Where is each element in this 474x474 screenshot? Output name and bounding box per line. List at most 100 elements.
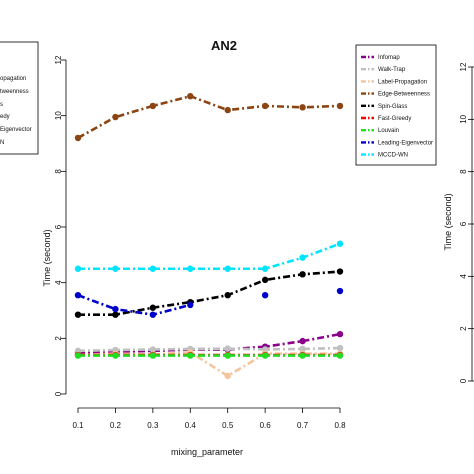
x-tick-label: 0.4	[185, 421, 197, 430]
data-point	[187, 265, 194, 272]
data-point	[261, 102, 269, 110]
series-line	[77, 346, 341, 353]
left-panel: opagation tweenness s edy Eigenvector N	[0, 41, 39, 155]
x-tick-label: 0.1	[72, 421, 84, 430]
right-y-tick-label: 8	[459, 169, 468, 174]
data-point	[336, 344, 344, 352]
y-tick-label: 2	[54, 336, 63, 341]
right-y-tick-label: 0	[459, 378, 468, 383]
series-edge-betweenness	[74, 92, 344, 142]
data-point	[187, 92, 194, 100]
left-legend-box	[0, 41, 39, 155]
series-mccd-wn	[74, 240, 344, 272]
left-legend-fragment: tweenness	[0, 89, 29, 95]
legend-label: MCCD-WN	[378, 153, 408, 159]
series-spin-glass	[74, 268, 344, 318]
series-leading-eigenvector	[74, 287, 344, 318]
y-tick-label: 10	[54, 111, 63, 120]
left-legend-fragment: N	[0, 140, 4, 146]
y-tick-label: 0	[54, 391, 63, 396]
data-point	[336, 352, 344, 359]
series-line	[77, 293, 191, 316]
data-point	[336, 240, 344, 247]
legend-entry: Infomap	[361, 55, 400, 61]
data-point	[112, 265, 119, 272]
left-legend-fragment: s	[0, 102, 3, 108]
data-point	[261, 265, 269, 272]
data-point	[224, 265, 231, 272]
legend-label: Edge-Betweenness	[378, 92, 430, 98]
data-point	[336, 330, 344, 338]
data-point	[112, 352, 119, 359]
data-point	[336, 102, 344, 110]
legend-label: Infomap	[378, 55, 400, 61]
x-axis-label: mixing_parameter	[171, 447, 243, 457]
legend-entry: Label-Propagation	[361, 79, 427, 85]
x-tick-label: 0.8	[334, 421, 346, 430]
left-legend-fragment: opagation	[0, 76, 26, 82]
legend-label: Louvain	[378, 128, 399, 134]
y-tick-label: 4	[54, 280, 63, 285]
data-point	[187, 352, 194, 359]
series-walk-trap	[74, 344, 344, 355]
data-point	[74, 134, 82, 142]
data-point	[336, 287, 344, 295]
data-point	[299, 337, 306, 345]
legend-label: Spin-Glass	[378, 104, 407, 110]
series-line	[77, 94, 341, 140]
x-tick-label: 0.7	[297, 421, 309, 430]
series-layer	[74, 92, 344, 380]
left-legend-fragments: opagation tweenness s edy Eigenvector N	[0, 76, 32, 146]
data-point	[149, 265, 157, 272]
x-tick-label: 0.3	[147, 421, 159, 430]
data-point	[224, 352, 231, 359]
data-point	[149, 102, 157, 110]
series-line	[78, 242, 341, 271]
right-y-tick-label: 10	[459, 114, 468, 123]
legend-entry: Walk-Trap	[361, 67, 406, 73]
right-axis: 0 2 4 6 8 10 12	[459, 62, 474, 383]
data-point	[336, 268, 344, 275]
data-point	[299, 352, 306, 359]
data-point	[224, 106, 231, 114]
data-point	[112, 113, 119, 121]
data-point	[299, 104, 306, 111]
series-louvain	[74, 352, 344, 359]
y-tick-label: 8	[54, 169, 63, 174]
legend-entry: Leading-Eigenvector	[361, 140, 433, 146]
data-point	[74, 352, 82, 359]
chart-title: AN2	[211, 38, 237, 53]
data-point	[224, 291, 231, 299]
data-point	[149, 304, 157, 311]
legend-entry: Edge-Betweenness	[361, 92, 430, 98]
x-tick-label: 0.6	[260, 421, 272, 430]
right-y-tick-label: 4	[459, 274, 468, 279]
data-point	[74, 311, 82, 318]
data-point	[74, 265, 82, 272]
legend-label: Walk-Trap	[378, 67, 406, 73]
legend-label: Fast-Greedy	[378, 116, 411, 122]
data-point	[261, 276, 269, 284]
right-y-tick-label: 2	[459, 326, 468, 331]
data-point	[149, 311, 157, 318]
axes: 0 2 4 6 8 10 12 0.1 0.2 0.3 0.4 0.5 0.6 0.7 0.8	[54, 55, 346, 430]
legend-entry: Louvain	[361, 128, 399, 134]
data-point	[224, 345, 231, 352]
legend-label: Leading-Eigenvector	[378, 140, 433, 146]
data-point	[149, 346, 157, 353]
data-point	[149, 352, 157, 359]
data-point	[299, 345, 306, 353]
y-tick-label: 6	[54, 224, 63, 229]
data-point	[112, 311, 119, 318]
data-point	[261, 352, 269, 359]
legend-entry: Fast-Greedy	[361, 116, 411, 122]
data-point	[224, 372, 231, 380]
data-point	[261, 291, 269, 299]
data-point	[74, 291, 82, 299]
data-point	[299, 254, 306, 261]
data-point	[112, 305, 119, 313]
legend-entry: MCCD-WN	[361, 153, 408, 159]
x-tick-label: 0.2	[110, 421, 122, 430]
left-legend-fragment: Eigenvector	[0, 127, 32, 133]
